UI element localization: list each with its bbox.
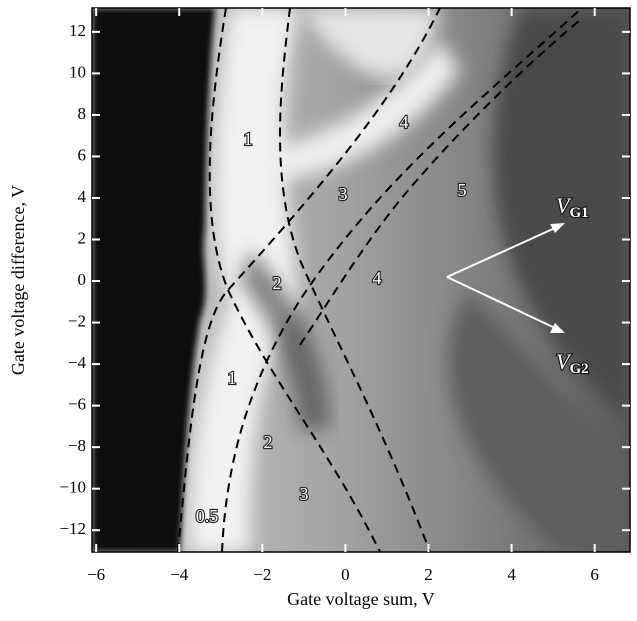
y-tick-label: 2 <box>78 228 87 247</box>
y-tick-label: 4 <box>78 187 87 206</box>
y-tick-label: 12 <box>69 21 86 40</box>
arrow-label: VG1 <box>556 193 589 221</box>
y-tick-label: −8 <box>68 436 86 455</box>
arrows <box>446 223 565 333</box>
y-tick-label: −4 <box>68 353 87 372</box>
plot-frame <box>91 7 631 553</box>
y-tick-label: −2 <box>68 311 86 330</box>
heatmap-image <box>92 8 630 552</box>
x-tick-label: −4 <box>170 565 189 584</box>
arrow-label-main: V <box>556 349 572 374</box>
y-tick-label: −10 <box>59 478 86 497</box>
x-tick-label: 2 <box>424 565 433 584</box>
annotation: 3 <box>339 184 348 204</box>
dashed-curves <box>177 8 583 552</box>
y-tick-label: 0 <box>78 270 87 289</box>
x-tick-label: −2 <box>253 565 271 584</box>
x-tick-label: 4 <box>507 565 516 584</box>
y-tick-label: −12 <box>59 519 86 538</box>
annotation: 1 <box>228 368 237 388</box>
y-axis-label: Gate voltage difference, V <box>8 185 28 375</box>
arrow-label-sub: G1 <box>569 205 588 221</box>
x-tick-label: 0 <box>341 565 350 584</box>
y-tick-label: 6 <box>78 145 87 164</box>
annotation: 5 <box>458 180 467 200</box>
annotation: 2 <box>264 432 273 452</box>
x-axis-label: Gate voltage sum, V <box>287 589 435 609</box>
annotation: 4 <box>400 112 409 132</box>
arrow-label: VG2 <box>556 349 589 377</box>
x-tick-label: 6 <box>590 565 599 584</box>
y-tick-label: −6 <box>68 395 86 414</box>
annotation: 4 <box>373 268 382 288</box>
arrow-label-main: V <box>556 193 572 218</box>
x-tick-label: −6 <box>87 565 105 584</box>
annotation: 0.5 <box>196 506 219 526</box>
annotation: 2 <box>273 273 282 293</box>
arrow-label-sub: G2 <box>569 361 588 377</box>
y-tick-label: 8 <box>78 104 87 123</box>
annotation: 3 <box>300 484 309 504</box>
y-tick-label: 10 <box>69 62 86 81</box>
annotation: 1 <box>244 129 253 149</box>
